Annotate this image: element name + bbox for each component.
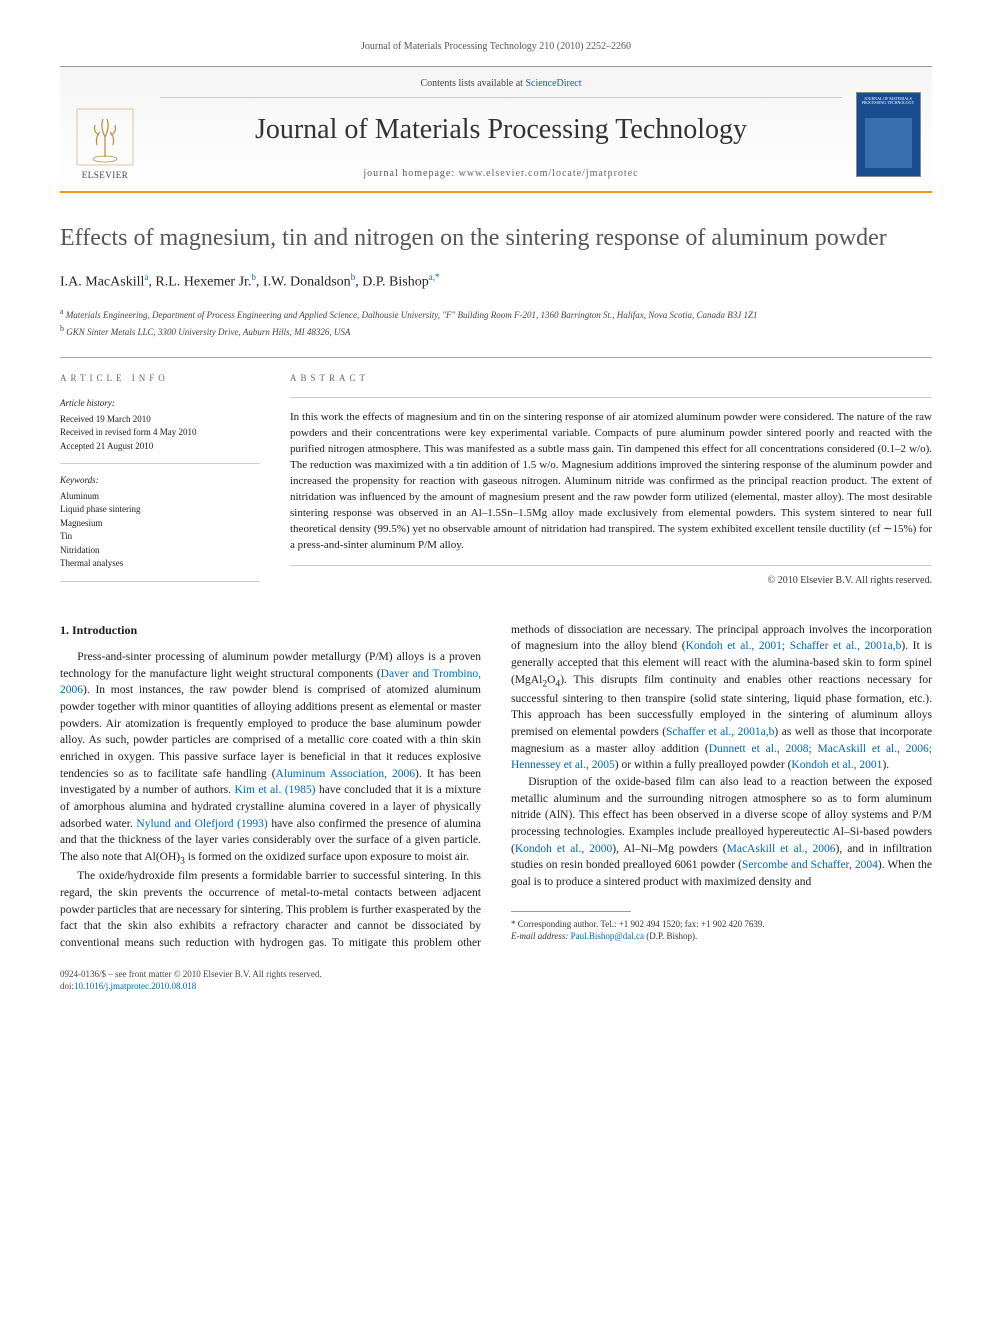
cover-title-text: JOURNAL OF MATERIALS PROCESSING TECHNOLO… (861, 97, 916, 113)
authors-line: I.A. MacAskilla, R.L. Hexemer Jr.b, I.W.… (60, 271, 932, 292)
article-info-heading: article info (60, 372, 260, 385)
corresp-email-link[interactable]: Paul.Bishop@dal.ca (571, 931, 644, 941)
history-revised: Received in revised form 4 May 2010 (60, 426, 260, 440)
contents-prefix: Contents lists available at (420, 78, 525, 89)
info-abstract-section: article info Article history: Received 1… (60, 357, 932, 591)
body-paragraph: Press-and-sinter processing of aluminum … (60, 649, 481, 868)
history-received: Received 19 March 2010 (60, 413, 260, 427)
keyword-item: Aluminum (60, 490, 260, 504)
sciencedirect-link[interactable]: ScienceDirect (525, 78, 581, 89)
contents-available-line: Contents lists available at ScienceDirec… (160, 77, 842, 98)
journal-cover-thumbnail: JOURNAL OF MATERIALS PROCESSING TECHNOLO… (856, 92, 921, 177)
abstract-text: In this work the effects of magnesium an… (290, 397, 932, 566)
corresp-email-suffix: (D.P. Bishop). (644, 931, 697, 941)
elsevier-tree-logo (75, 107, 135, 167)
keyword-item: Tin (60, 530, 260, 544)
article-body: 1. Introduction Press-and-sinter process… (60, 622, 932, 952)
email-label: E-mail address: (511, 931, 571, 941)
affiliation-b: b GKN Sinter Metals LLC, 3300 University… (60, 323, 932, 340)
article-info-column: article info Article history: Received 1… (60, 372, 260, 591)
history-accepted: Accepted 21 August 2010 (60, 440, 260, 454)
keywords-label: Keywords: (60, 474, 260, 488)
keyword-item: Liquid phase sintering (60, 503, 260, 517)
corresp-email-line: E-mail address: Paul.Bishop@dal.ca (D.P.… (511, 930, 932, 943)
keyword-item: Nitridation (60, 544, 260, 558)
article-title: Effects of magnesium, tin and nitrogen o… (60, 223, 932, 253)
homepage-line: journal homepage: www.elsevier.com/locat… (160, 167, 842, 181)
doi-label: doi: (60, 981, 74, 991)
citation-header: Journal of Materials Processing Technolo… (60, 40, 932, 54)
abstract-heading: abstract (290, 372, 932, 385)
journal-title: Journal of Materials Processing Technolo… (160, 110, 842, 149)
history-label: Article history: (60, 397, 260, 411)
cover-thumbnail-block: JOURNAL OF MATERIALS PROCESSING TECHNOLO… (852, 77, 932, 191)
abstract-column: abstract In this work the effects of mag… (290, 372, 932, 591)
footer-copyright-line: 0924-0136/$ – see front matter © 2010 El… (60, 968, 932, 981)
page-footer: 0924-0136/$ – see front matter © 2010 El… (60, 968, 932, 993)
homepage-link[interactable]: www.elsevier.com/locate/jmatprotec (459, 168, 639, 179)
keyword-item: Magnesium (60, 517, 260, 531)
corresp-contact: * Corresponding author. Tel.: +1 902 494… (511, 918, 932, 931)
journal-masthead: ELSEVIER Contents lists available at Sci… (60, 66, 932, 193)
affiliation-a: a Materials Engineering, Department of P… (60, 306, 932, 323)
publisher-block: ELSEVIER (60, 77, 150, 191)
affiliations-block: a Materials Engineering, Department of P… (60, 306, 932, 339)
article-history-block: Article history: Received 19 March 2010 … (60, 397, 260, 464)
body-paragraph: Disruption of the oxide-based film can a… (511, 774, 932, 891)
keywords-block: Keywords: Aluminum Liquid phase sinterin… (60, 474, 260, 582)
homepage-prefix: journal homepage: (363, 168, 458, 179)
corresp-separator (511, 911, 631, 912)
abstract-copyright: © 2010 Elsevier B.V. All rights reserved… (290, 574, 932, 588)
corresponding-author-note: * Corresponding author. Tel.: +1 902 494… (511, 918, 932, 943)
publisher-name: ELSEVIER (82, 169, 129, 182)
masthead-center: Contents lists available at ScienceDirec… (150, 77, 852, 191)
keyword-item: Thermal analyses (60, 557, 260, 571)
doi-link[interactable]: 10.1016/j.jmatprotec.2010.08.018 (74, 981, 196, 991)
footer-doi-line: doi:10.1016/j.jmatprotec.2010.08.018 (60, 980, 932, 993)
section-1-heading: 1. Introduction (60, 622, 481, 639)
